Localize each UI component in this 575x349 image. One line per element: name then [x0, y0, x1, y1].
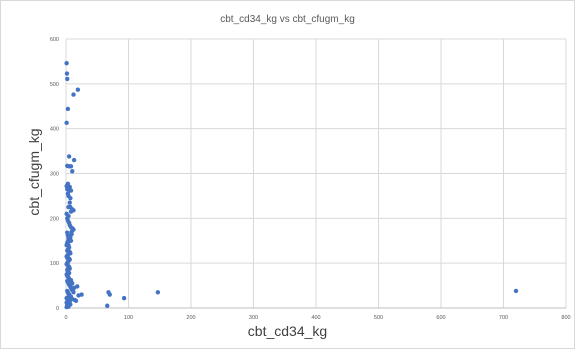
data-point	[68, 204, 73, 210]
data-point	[71, 208, 76, 213]
data-point	[65, 106, 71, 112]
gridlines	[66, 38, 567, 308]
x-tick-label: 300	[249, 315, 258, 321]
data-point	[64, 120, 69, 126]
y-tick-label: 300	[50, 172, 59, 178]
data-point	[73, 298, 79, 304]
data-point	[68, 188, 74, 193]
y-tick-label: 100	[50, 261, 59, 267]
x-tick-label: 800	[561, 315, 570, 321]
x-axis-title: cbt_cd34_kg	[247, 323, 328, 339]
x-tick-label: 400	[311, 315, 320, 321]
data-point	[69, 231, 74, 237]
data-point	[65, 76, 70, 82]
data-points	[64, 61, 519, 310]
x-tick-label: 100	[124, 315, 133, 321]
data-point	[71, 227, 76, 232]
x-tick-label: 0	[64, 315, 67, 321]
y-tick-label: 0	[56, 306, 59, 312]
data-point	[107, 292, 112, 297]
data-point	[79, 292, 84, 297]
data-point	[66, 213, 71, 219]
data-point	[513, 288, 519, 294]
x-tick-label: 600	[436, 315, 445, 321]
y-tick-label: 200	[50, 216, 59, 222]
data-point	[70, 287, 76, 293]
data-point	[68, 195, 73, 201]
x-tick-label: 500	[374, 315, 383, 321]
data-point	[121, 295, 127, 301]
y-tick-label: 400	[50, 127, 59, 133]
data-point	[64, 71, 70, 76]
data-point	[70, 169, 75, 174]
data-point	[155, 290, 161, 295]
data-point	[71, 157, 77, 163]
y-tick-label: 600	[50, 37, 59, 43]
data-point	[66, 295, 71, 301]
data-point	[70, 296, 75, 302]
data-point	[68, 278, 74, 283]
x-tick-label: 200	[186, 315, 195, 321]
data-point	[64, 300, 69, 305]
data-point	[105, 303, 110, 308]
y-axis-title: cbt_cfugm_kg	[26, 128, 42, 216]
y-tick-label: 500	[50, 82, 59, 88]
data-point	[75, 284, 80, 289]
data-point	[64, 61, 69, 66]
data-point	[68, 164, 74, 169]
data-point	[67, 200, 72, 205]
data-point	[75, 87, 81, 92]
chart-title: cbt_cd34_kg vs cbt_cfugm_kg	[220, 14, 355, 25]
x-tick-label: 700	[499, 315, 508, 321]
tick-labels: 0 100 200 300 400 500 600 0 100 200 300 400 500 600 70…	[50, 37, 571, 321]
data-point	[66, 154, 72, 159]
data-point	[71, 92, 76, 97]
